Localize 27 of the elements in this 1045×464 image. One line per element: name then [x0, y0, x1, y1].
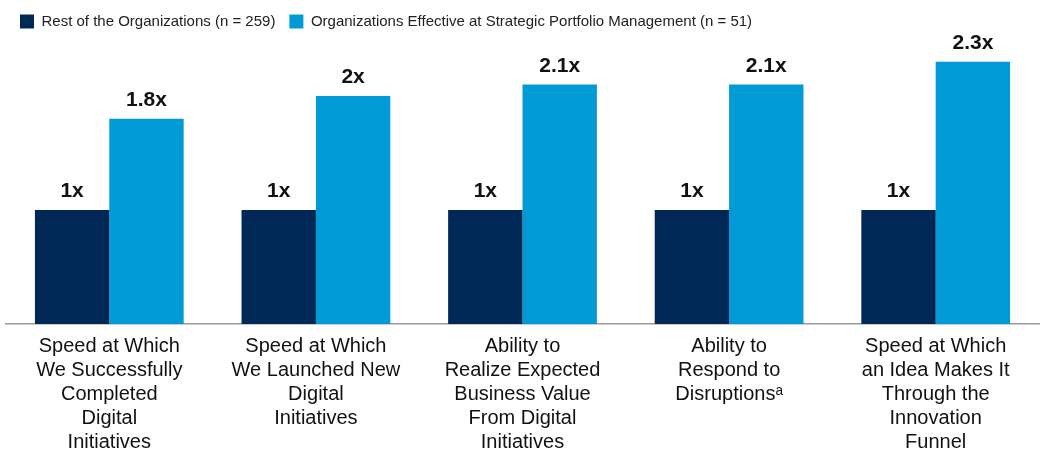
legend-label: Organizations Effective at Strategic Portfolio Management (n = 51) [310, 11, 753, 29]
data-label: 1x [473, 178, 498, 202]
x-tick-label: Ability to Realize Expected Business Value From Digital Initiatives [444, 333, 601, 452]
data-label: 1x [680, 178, 704, 202]
bar [654, 210, 730, 324]
bar [448, 210, 523, 324]
bar [109, 118, 184, 324]
data-label: 2.1x [539, 52, 581, 76]
x-tick-label: Speed at Which We Launched New Digital Initiatives [231, 333, 401, 428]
legend-label: Rest of the Organizations (n = 259) [41, 11, 276, 29]
bar [935, 61, 1011, 324]
data-label: 1x [60, 178, 85, 202]
data-label: 2.3x [952, 30, 994, 54]
x-tick-label: Speed at Which an Idea Makes It Through the Innovation Funnel [861, 333, 1011, 452]
bar [522, 84, 597, 324]
data-label: 1.8x [126, 87, 168, 111]
bar [241, 210, 316, 324]
x-tick-label: Speed at Which We Successfully Completed Digital Initiatives [36, 333, 183, 452]
data-label: 1x [267, 178, 291, 202]
bar [34, 210, 110, 324]
data-label: 1x [886, 178, 911, 202]
data-label: 2.1x [745, 52, 788, 76]
bar [729, 84, 804, 324]
bar [315, 96, 391, 324]
bar [861, 210, 936, 324]
data-label: 2x [341, 64, 366, 88]
x-tick-label: Ability to Respond to Disruptionsᵃ [675, 333, 784, 404]
